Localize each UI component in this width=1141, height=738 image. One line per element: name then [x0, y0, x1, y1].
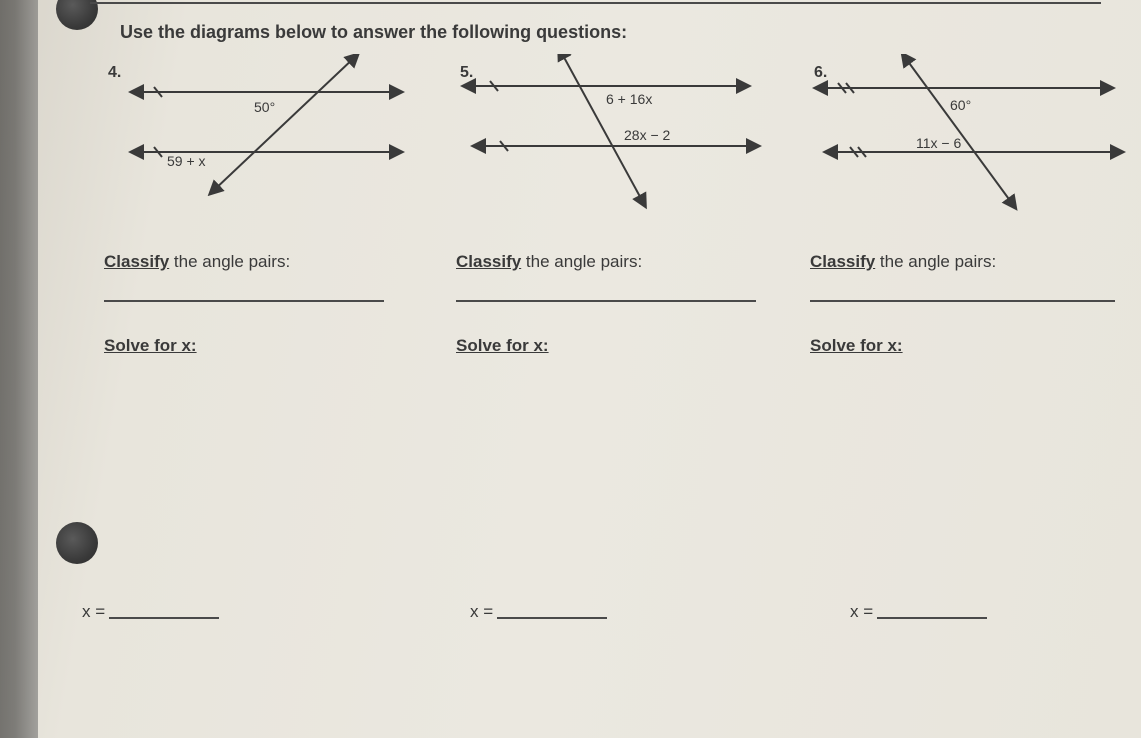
worksheet-page: Use the diagrams below to answer the fol…	[0, 0, 1141, 738]
x-equals-q6: x =	[850, 602, 987, 622]
answer-blank	[109, 617, 219, 619]
angle-label-top: 60°	[950, 97, 971, 113]
angle-label-bottom: 28x − 2	[624, 127, 671, 143]
x-label: x =	[82, 602, 105, 621]
answer-rule	[104, 300, 384, 302]
diagram-q4: 50° 59 + x	[104, 54, 454, 224]
punch-hole-top	[56, 0, 98, 30]
x-label: x =	[850, 602, 873, 621]
classify-prompt: Classify the angle pairs:	[456, 252, 642, 272]
punch-hole-bottom	[56, 522, 98, 564]
solve-prompt: Solve for x:	[810, 336, 903, 356]
page-shadow-edge	[0, 0, 38, 738]
diagram-q6: 60° 11x − 6	[810, 54, 1130, 224]
instruction-text: Use the diagrams below to answer the fol…	[120, 22, 627, 43]
classify-prompt: Classify the angle pairs:	[104, 252, 290, 272]
angle-label-top: 50°	[254, 99, 275, 115]
x-equals-q4: x =	[82, 602, 219, 622]
angle-label-bottom: 11x − 6	[916, 135, 961, 151]
angle-label-bottom: 59 + x	[167, 153, 206, 169]
answer-rule	[810, 300, 1115, 302]
question-6: 6. 60° 11x − 6 Classify the angle pairs:	[810, 54, 1130, 224]
solve-prompt: Solve for x:	[456, 336, 549, 356]
top-horizontal-rule	[90, 2, 1101, 4]
diagram-q5: 6 + 16x 28x − 2	[456, 54, 806, 224]
answer-rule	[456, 300, 756, 302]
answer-blank	[497, 617, 607, 619]
x-equals-q5: x =	[470, 602, 607, 622]
angle-label-top: 6 + 16x	[606, 91, 652, 107]
classify-prompt: Classify the angle pairs:	[810, 252, 996, 272]
question-5: 5. 6 + 16x 28x − 2 Classify the angle pa…	[456, 54, 806, 224]
x-label: x =	[470, 602, 493, 621]
answer-blank	[877, 617, 987, 619]
question-4: 4.	[104, 54, 454, 224]
solve-prompt: Solve for x:	[104, 336, 197, 356]
